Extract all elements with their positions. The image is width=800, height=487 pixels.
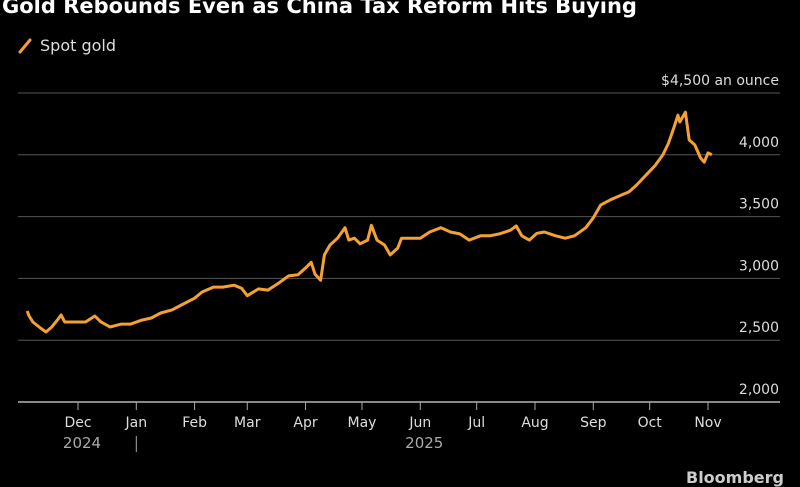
x-tick-label: Nov	[694, 415, 721, 431]
y-tick-label: 3,000	[739, 258, 779, 274]
y-tick-label: 4,000	[739, 135, 779, 151]
legend: Spot gold	[18, 36, 116, 55]
x-tick-label: Mar	[234, 415, 261, 431]
y-tick-label: 3,500	[739, 197, 779, 213]
legend-label: Spot gold	[40, 36, 117, 55]
x-tick-label: Jul	[467, 415, 485, 431]
year-label: 2025	[405, 434, 443, 452]
x-tick-label: Jun	[408, 415, 431, 431]
year-label: 2024	[63, 434, 101, 452]
x-tick-label: Jan	[125, 415, 148, 431]
bloomberg-logo: Bloomberg	[686, 468, 784, 487]
x-tick-label: Sep	[580, 415, 607, 431]
x-tick-label: Dec	[64, 415, 91, 431]
x-tick-label: Feb	[182, 415, 207, 431]
y-tick-label: $4,500 an ounce	[661, 73, 779, 89]
y-tick-label: 2,500	[739, 320, 779, 336]
x-tick-label: Aug	[521, 415, 548, 431]
spot-gold-line	[25, 110, 713, 334]
chart-title: Gold Rebounds Even as China Tax Reform H…	[2, 0, 637, 18]
x-tick-label: May	[347, 415, 376, 431]
x-tick-label: Apr	[293, 415, 317, 431]
x-tick-label: Oct	[638, 415, 663, 431]
y-tick-label: 2,000	[739, 382, 779, 398]
legend-line-icon	[18, 38, 32, 53]
